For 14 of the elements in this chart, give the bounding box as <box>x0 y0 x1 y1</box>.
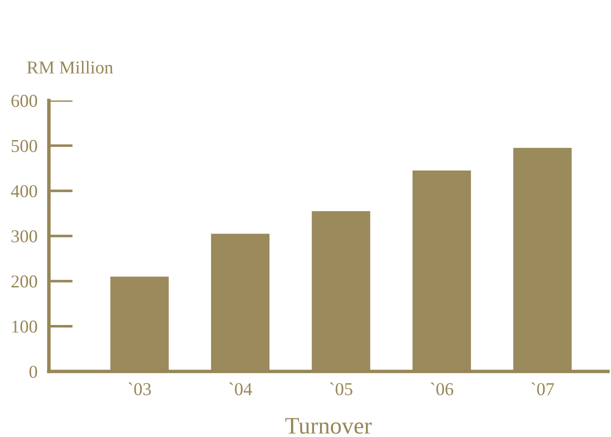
text: Turnover <box>285 418 372 434</box>
y-tick-label: 600 <box>11 94 38 107</box>
y-tick-label: 400 <box>11 185 38 198</box>
x-tick-label: `03 <box>128 382 151 396</box>
y-axis-title: RM Million <box>27 60 114 74</box>
x-tick-label: `05 <box>330 382 352 396</box>
x-tick-label: `07 <box>531 382 554 396</box>
x-tick-label: `06 <box>430 382 454 396</box>
y-tick-label: 100 <box>12 320 38 333</box>
y-tick-label: 300 <box>12 230 38 242</box>
y-tick-label: 200 <box>11 275 38 288</box>
x-tick-label: `04 <box>229 382 252 396</box>
y-tick-label: 500 <box>12 140 38 152</box>
y-tick-label: 0 <box>29 366 38 378</box>
